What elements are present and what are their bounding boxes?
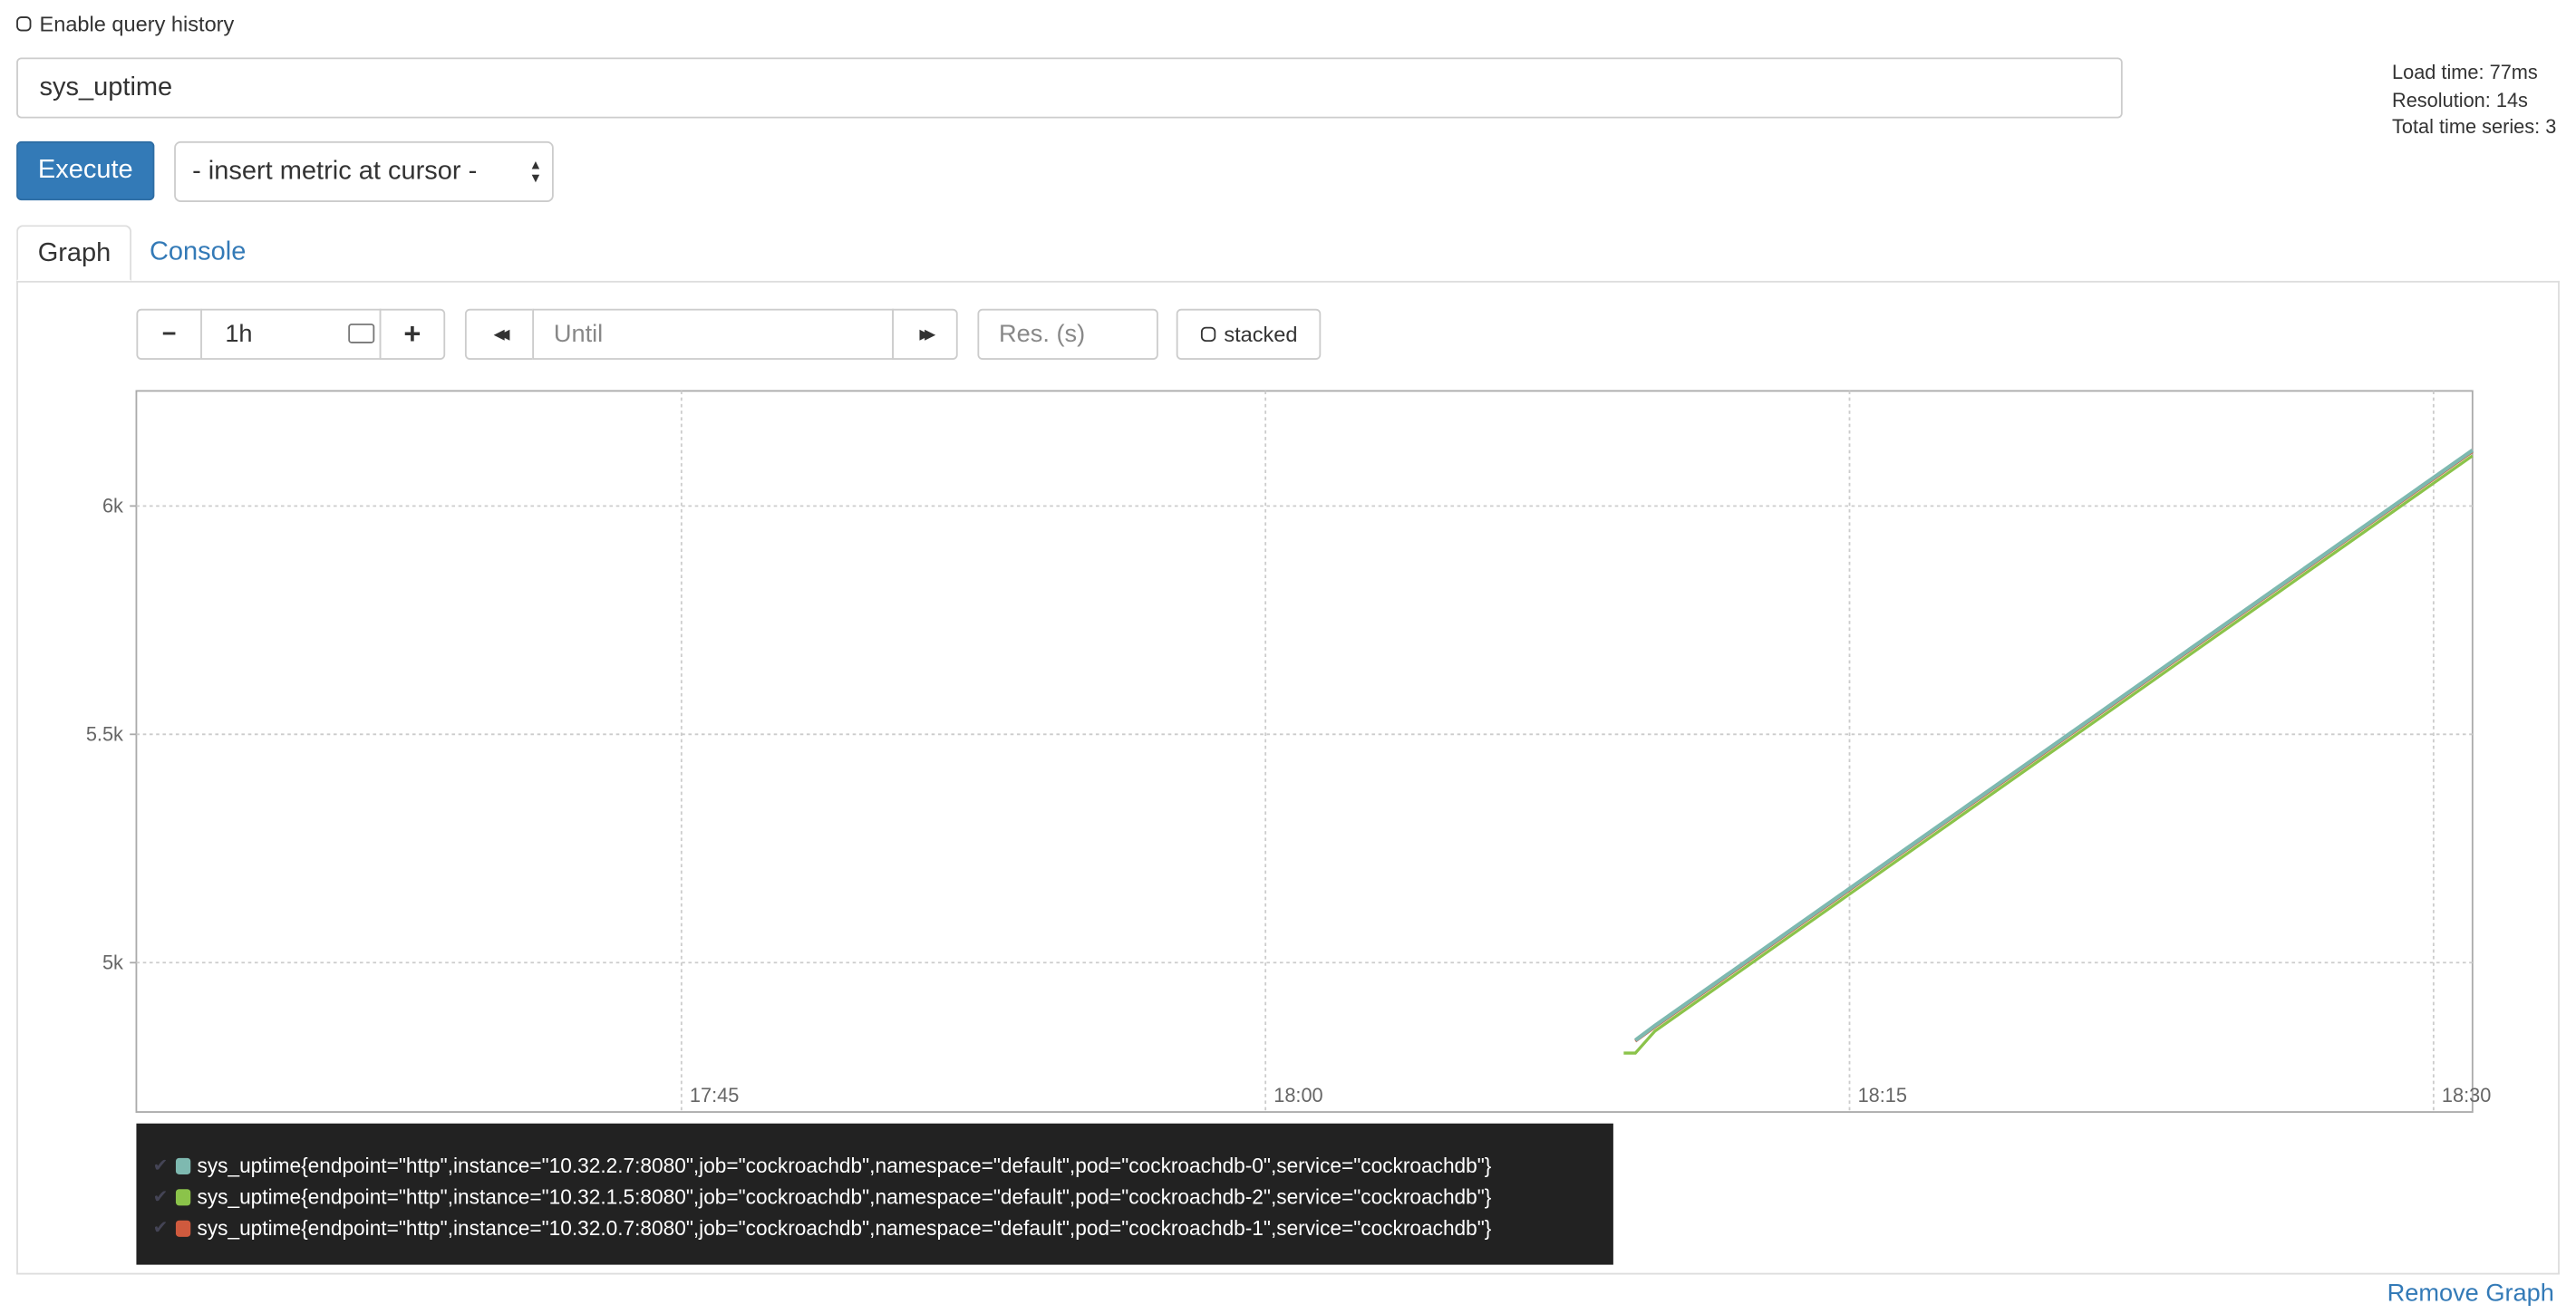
- insert-metric-select[interactable]: - insert metric at cursor - ▲ ▼: [174, 140, 554, 202]
- x-tick-label: 18:15: [1858, 1084, 1907, 1106]
- expression-input[interactable]: sys_uptime: [16, 57, 2123, 119]
- range-value: 1h: [225, 320, 253, 349]
- series-label: sys_uptime{endpoint="http",instance="10.…: [197, 1154, 1492, 1177]
- check-icon: ✔: [152, 1218, 169, 1239]
- resolution: Resolution: 14s: [2392, 87, 2528, 111]
- query-history-checkbox[interactable]: [16, 16, 32, 32]
- x-tick-label: 18:30: [2442, 1084, 2491, 1106]
- series-line: [1633, 449, 2474, 1042]
- total-series: Total time series: 3: [2392, 114, 2557, 139]
- series-swatch: [175, 1188, 191, 1205]
- query-stats: Load time: 77ms Resolution: 14s Total ti…: [2392, 59, 2556, 140]
- series-swatch: [175, 1156, 191, 1174]
- stacked-checkbox[interactable]: [1200, 326, 1216, 342]
- y-tick-label: 5.5k: [86, 723, 123, 746]
- stacked-label: stacked: [1224, 322, 1298, 347]
- check-icon: ✔: [152, 1156, 169, 1176]
- tab-graph[interactable]: Graph: [16, 225, 132, 281]
- x-tick-label: 17:45: [690, 1084, 739, 1106]
- series-label: sys_uptime{endpoint="http",instance="10.…: [197, 1216, 1492, 1240]
- execute-button[interactable]: Execute: [16, 140, 155, 201]
- x-tick-label: 18:00: [1273, 1084, 1322, 1106]
- load-time: Load time: 77ms: [2392, 61, 2538, 84]
- increase-range-button[interactable]: +: [379, 308, 446, 360]
- series-swatch: [175, 1219, 191, 1236]
- plot-frame: [135, 390, 2474, 1113]
- range-input[interactable]: 1h: [200, 308, 382, 360]
- stacked-toggle[interactable]: stacked: [1176, 308, 1322, 360]
- y-tick-label: 5k: [102, 952, 123, 974]
- query-history-label: Enable query history: [39, 11, 235, 36]
- tab-console[interactable]: Console: [149, 237, 247, 266]
- series-label: sys_uptime{endpoint="http",instance="10.…: [197, 1184, 1492, 1209]
- select-arrows-icon: ▲ ▼: [528, 158, 543, 186]
- y-tick-label: 6k: [102, 495, 123, 517]
- legend-item[interactable]: ✔ sys_uptime{endpoint="http",instance="10…: [153, 1213, 1597, 1243]
- back-button[interactable]: ◀◀: [464, 308, 535, 360]
- series-line: [1623, 454, 2474, 1055]
- check-icon: ✔: [152, 1187, 169, 1208]
- legend: ✔ sys_uptime{endpoint="http",instance="10…: [136, 1123, 1613, 1265]
- remove-graph-link[interactable]: Remove Graph: [2387, 1279, 2554, 1308]
- graph-panel: [16, 280, 2560, 1275]
- decrease-range-button[interactable]: −: [136, 308, 202, 360]
- resolution-input[interactable]: Res. (s): [977, 308, 1158, 360]
- forward-button[interactable]: ▶▶: [892, 308, 958, 360]
- insert-metric-value: - insert metric at cursor -: [192, 158, 478, 186]
- legend-item[interactable]: ✔ sys_uptime{endpoint="http",instance="10…: [153, 1181, 1597, 1212]
- tab-bar: Graph Console: [16, 225, 2560, 283]
- calendar-icon: [348, 324, 375, 343]
- legend-item[interactable]: ✔ sys_uptime{endpoint="http",instance="10…: [153, 1150, 1597, 1181]
- query-history-toggle[interactable]: Enable query history: [16, 12, 234, 36]
